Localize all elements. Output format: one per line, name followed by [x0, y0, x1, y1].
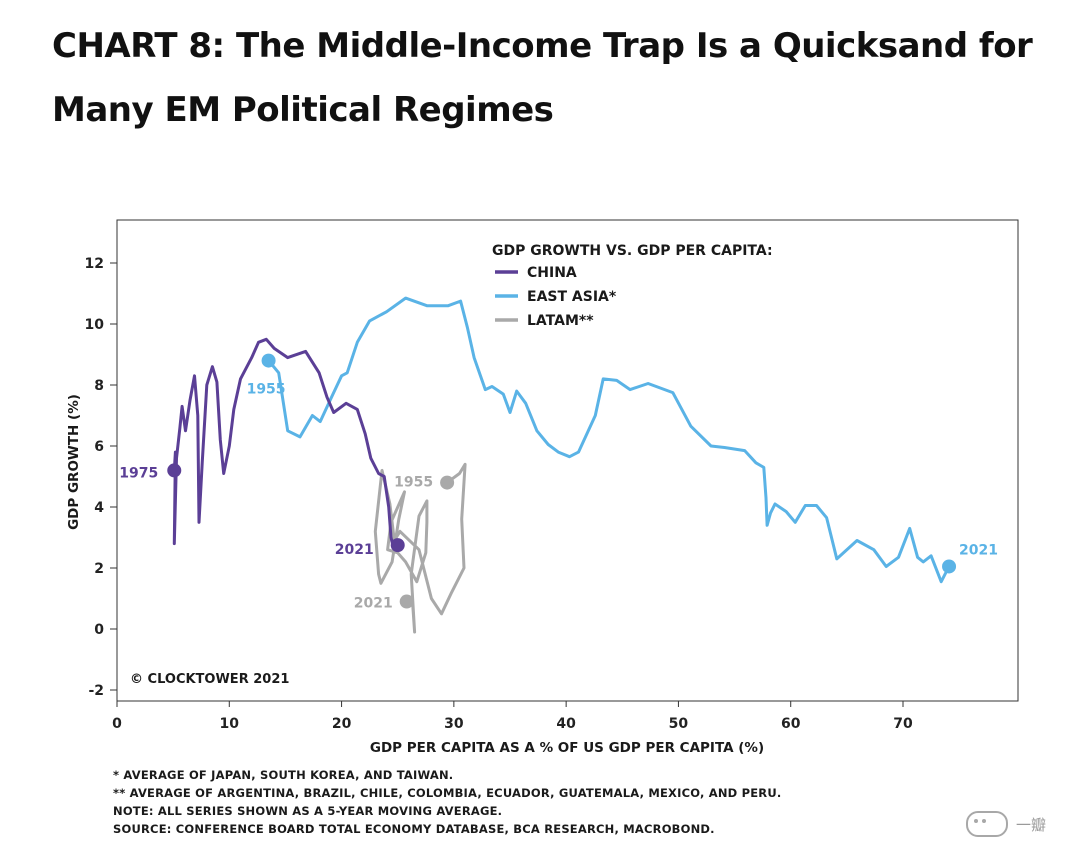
label-latam-start: 1955	[394, 475, 433, 491]
label-east-asia-start: 1955	[247, 382, 286, 398]
footnotes: * AVERAGE OF JAPAN, SOUTH KOREA, AND TAI…	[113, 766, 781, 838]
marker-latam-start	[440, 475, 455, 490]
marker-china-start	[167, 463, 182, 478]
series-line-latam	[373, 462, 467, 634]
y-tick-label: 2	[94, 561, 104, 577]
footnote-latam: ** AVERAGE OF ARGENTINA, BRAZIL, CHILE, …	[113, 786, 782, 800]
label-latam-end: 2021	[354, 596, 393, 612]
label-east-asia-end: 2021	[959, 542, 998, 558]
footnote-moving-average: NOTE: ALL SERIES SHOWN AS A 5-YEAR MOVIN…	[113, 804, 503, 818]
x-tick-label: 50	[669, 716, 689, 732]
x-tick-label: 30	[444, 716, 464, 732]
y-tick-label: 0	[94, 622, 104, 638]
chart-title: CHART 8: The Middle-Income Trap Is a Qui…	[52, 14, 1052, 142]
x-axis-label: GDP PER CAPITA AS A % OF US GDP PER CAPI…	[370, 740, 764, 756]
x-tick-label: 0	[112, 716, 122, 732]
legend-title: GDP GROWTH VS. GDP PER CAPITA:	[492, 243, 773, 259]
watermark: 一瓣	[965, 811, 1046, 837]
x-tick-label: 40	[556, 716, 576, 732]
series-line-china	[172, 337, 400, 549]
legend-label-east-asia: EAST ASIA*	[527, 289, 617, 305]
marker-east-asia-end	[942, 559, 957, 574]
marker-latam-end	[399, 594, 414, 609]
x-tick-label: 70	[893, 716, 913, 732]
series-line-east-asia	[267, 296, 951, 584]
label-china-start: 1975	[119, 465, 158, 481]
y-tick-label: 10	[85, 317, 105, 333]
y-tick-label: 8	[94, 378, 104, 394]
chart-title-line-2: Many EM Political Regimes	[52, 90, 554, 130]
x-tick-label: 10	[220, 716, 240, 732]
y-tick-label: -2	[88, 683, 104, 699]
marker-china-end	[390, 538, 405, 553]
footnote-east-asia: * AVERAGE OF JAPAN, SOUTH KOREA, AND TAI…	[113, 768, 454, 782]
y-tick-label: 6	[94, 439, 104, 455]
watermark-text: 一瓣	[1015, 815, 1046, 834]
copyright-label: © CLOCKTOWER 2021	[130, 672, 289, 687]
legend-label-latam: LATAM**	[527, 313, 594, 329]
y-tick-label: 12	[85, 256, 104, 272]
x-tick-label: 60	[781, 716, 801, 732]
legend-label-china: CHINA	[527, 265, 577, 281]
wechat-icon	[965, 811, 1008, 837]
marker-east-asia-start	[261, 353, 276, 368]
footnote-source: SOURCE: CONFERENCE BOARD TOTAL ECONOMY D…	[113, 822, 715, 836]
label-china-end: 2021	[335, 542, 374, 558]
y-tick-label: 4	[94, 500, 104, 516]
chart-title-line-1: CHART 8: The Middle-Income Trap Is a Qui…	[52, 26, 1033, 66]
plot-frame	[116, 219, 1019, 702]
y-axis-label: GDP GROWTH (%)	[66, 394, 82, 530]
x-tick-label: 20	[332, 716, 352, 732]
